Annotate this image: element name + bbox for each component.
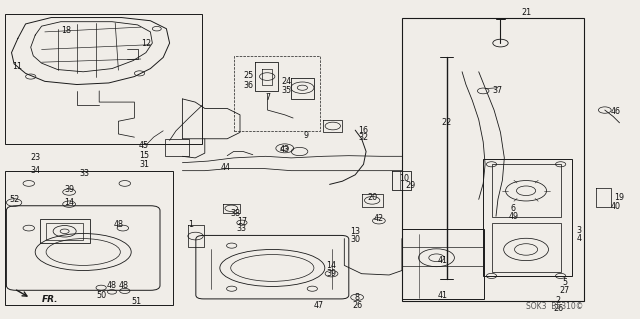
Bar (402, 229, 484, 299)
Bar (5, 171, 173, 305)
Text: SOK3  B5310©: SOK3 B5310© (527, 302, 584, 311)
Text: 38: 38 (230, 209, 241, 218)
Text: 42: 42 (374, 214, 384, 223)
Text: 37: 37 (493, 86, 503, 95)
Text: 36: 36 (243, 81, 253, 90)
Text: 39: 39 (64, 185, 74, 194)
Text: 21: 21 (521, 8, 531, 17)
Text: 48: 48 (113, 220, 124, 229)
Text: 47: 47 (314, 301, 324, 310)
Text: 27: 27 (559, 286, 570, 295)
Bar (46, 223, 83, 240)
Text: 22: 22 (442, 118, 452, 127)
Text: 14: 14 (64, 198, 74, 207)
Text: 49: 49 (508, 212, 518, 221)
Text: 30: 30 (350, 235, 360, 244)
Bar (402, 18, 584, 301)
Text: 6: 6 (511, 204, 516, 213)
Text: 35: 35 (282, 86, 292, 95)
Text: 1: 1 (188, 220, 193, 229)
Text: 12: 12 (141, 39, 151, 48)
Bar (234, 56, 320, 131)
Text: 9: 9 (303, 131, 308, 140)
Bar (483, 159, 572, 276)
Text: 31: 31 (139, 160, 149, 169)
Text: 41: 41 (438, 256, 448, 265)
Text: 43: 43 (280, 145, 290, 154)
Text: 26: 26 (352, 301, 362, 310)
Text: 20: 20 (367, 193, 378, 202)
Text: 40: 40 (611, 202, 621, 211)
Text: 24: 24 (282, 77, 292, 86)
Text: 26: 26 (553, 304, 563, 313)
Text: 2: 2 (556, 296, 561, 305)
Text: 8: 8 (355, 293, 360, 302)
Text: 25: 25 (243, 71, 253, 80)
Text: 3: 3 (577, 226, 582, 235)
Text: 50: 50 (96, 291, 106, 300)
Text: 4: 4 (577, 234, 582, 243)
Text: 32: 32 (358, 133, 369, 142)
Bar (5, 14, 202, 144)
Text: 39: 39 (326, 269, 337, 278)
Text: 48: 48 (107, 281, 117, 290)
Bar (165, 139, 189, 156)
Bar (40, 219, 90, 243)
Text: 16: 16 (358, 126, 369, 135)
Text: 41: 41 (438, 291, 448, 300)
Text: 44: 44 (220, 163, 230, 172)
Text: 51: 51 (131, 297, 141, 306)
Text: 19: 19 (614, 193, 625, 202)
Text: 33: 33 (79, 169, 90, 178)
Bar (492, 223, 561, 272)
Text: 18: 18 (61, 26, 71, 35)
Text: 46: 46 (611, 107, 621, 115)
Text: 5: 5 (562, 278, 567, 287)
Text: 52: 52 (9, 195, 19, 204)
Text: FR.: FR. (42, 295, 58, 304)
Text: 7: 7 (265, 93, 270, 102)
Text: 15: 15 (139, 151, 149, 160)
Text: 10: 10 (399, 174, 410, 182)
Text: 45: 45 (139, 141, 149, 150)
Text: 14: 14 (326, 261, 337, 270)
Bar (492, 164, 561, 217)
Text: 34: 34 (30, 166, 40, 175)
Text: 17: 17 (237, 217, 247, 226)
Text: 48: 48 (118, 281, 129, 290)
Text: 13: 13 (350, 227, 360, 236)
Text: 11: 11 (12, 63, 22, 71)
Text: 33: 33 (237, 224, 247, 233)
Text: 23: 23 (30, 153, 40, 162)
Text: 29: 29 (406, 181, 416, 190)
